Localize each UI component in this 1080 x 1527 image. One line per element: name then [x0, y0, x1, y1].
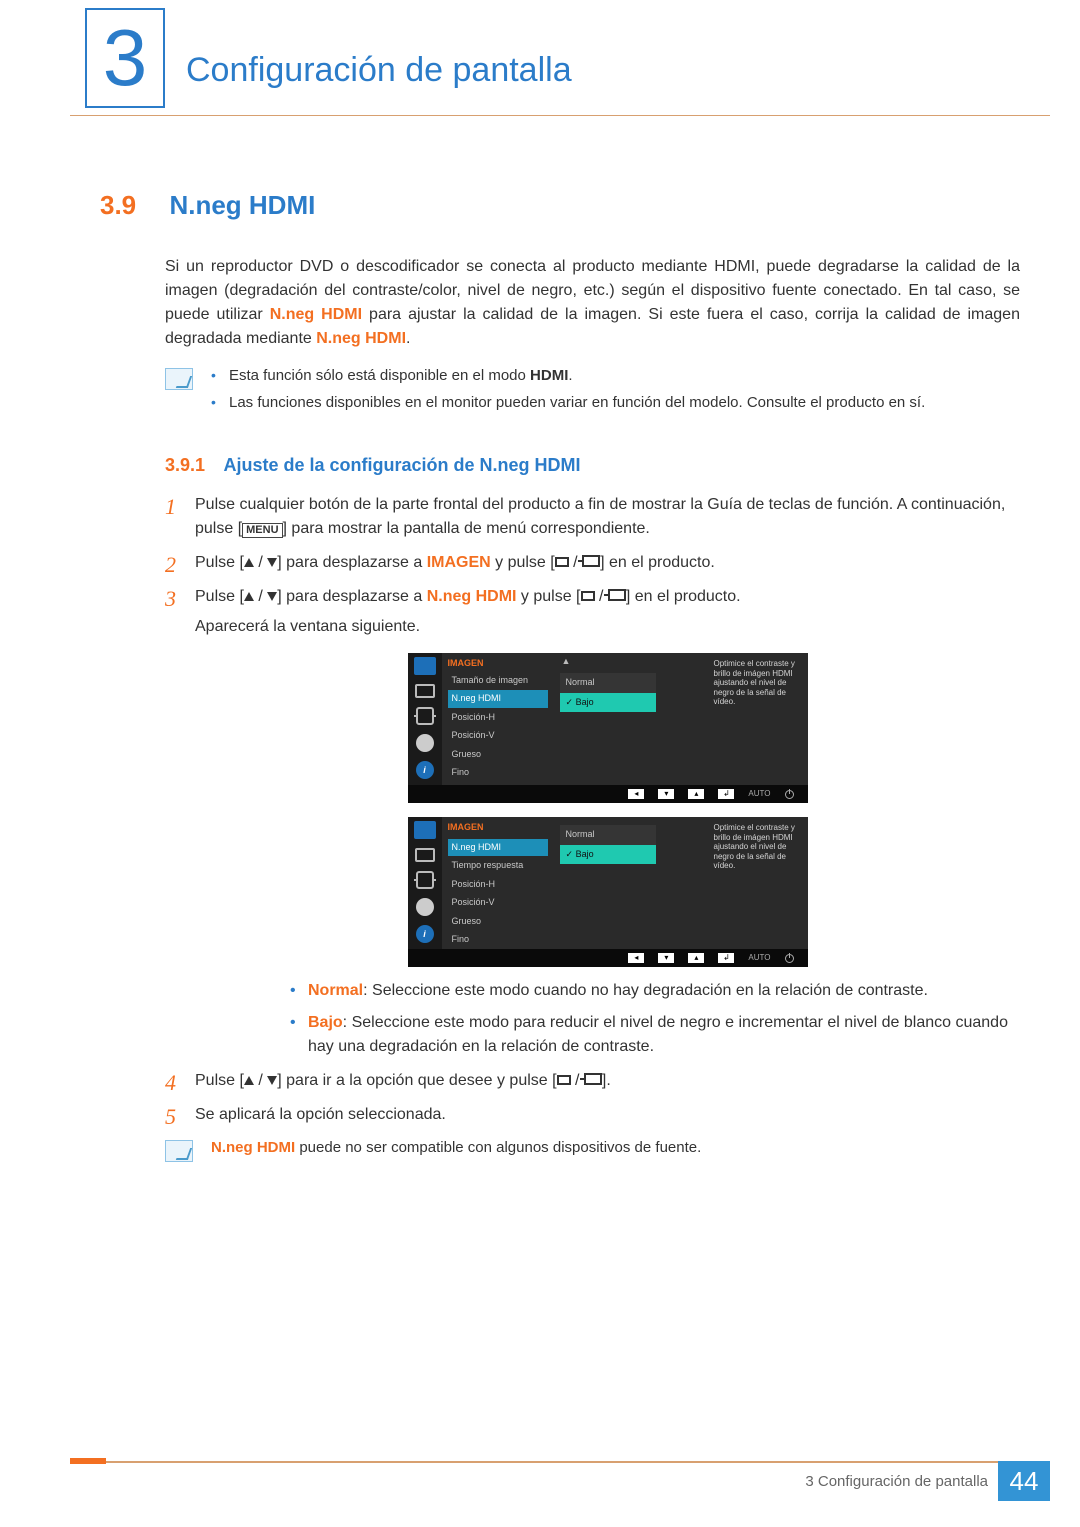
- section-number: 3.9: [100, 186, 165, 225]
- note-item: Las funciones disponibles en el monitor …: [211, 392, 925, 415]
- enter-icon: [582, 555, 600, 567]
- osd-screenshot-2: i IMAGEN N.neg HDMI Tiempo respuesta Pos…: [408, 817, 808, 967]
- step-3: Pulse [ / ] para desplazarse a N.neg HDM…: [165, 585, 1020, 1059]
- footer-chapter-ref: 3 Configuración de pantalla: [805, 1471, 988, 1494]
- list-icon: [415, 684, 435, 698]
- list-icon: [415, 848, 435, 862]
- menu-item-selected: N.neg HDMI: [448, 839, 548, 857]
- chapter-title: Configuración de pantalla: [186, 45, 572, 96]
- page-number: 44: [998, 1461, 1050, 1501]
- osd-hint: Optimice el contraste y brillo de imágen…: [708, 817, 808, 949]
- subsection-title: Ajuste de la configuración de N.neg HDMI: [224, 455, 581, 475]
- menu-item: Posición-H: [448, 709, 548, 727]
- menu-item: Posición-H: [448, 876, 548, 894]
- osd-sidebar: i: [408, 817, 442, 949]
- down-icon: [267, 1076, 277, 1085]
- note-icon: [165, 1140, 193, 1162]
- note-icon: [165, 368, 193, 390]
- up-icon: [244, 558, 254, 567]
- gear-icon: [416, 898, 434, 916]
- enter-icon: [608, 589, 626, 601]
- nav-enter-icon: ↲: [718, 953, 734, 963]
- header-rule: [70, 115, 1050, 116]
- step-4: Pulse [ / ] para ir a la opción que dese…: [165, 1069, 1020, 1093]
- info-icon: i: [416, 761, 434, 779]
- osd-menu: IMAGEN N.neg HDMI Tiempo respuesta Posic…: [442, 817, 708, 949]
- menu-item: Posición-V: [448, 727, 548, 745]
- select-icon: [555, 557, 569, 567]
- menu-item: Fino: [448, 764, 548, 782]
- up-icon: [244, 1076, 254, 1085]
- enter-icon: [584, 1073, 602, 1085]
- note-block-2: N.neg HDMI puede no ser compatible con a…: [165, 1137, 1020, 1162]
- arrows-icon: [416, 707, 434, 725]
- down-icon: [267, 558, 277, 567]
- nav-left-icon: ◂: [628, 789, 644, 799]
- steps-list: Pulse cualquier botón de la parte fronta…: [165, 493, 1020, 1127]
- note-block-1: Esta función sólo está disponible en el …: [165, 365, 1020, 418]
- page-footer: 3 Configuración de pantalla 44: [70, 1461, 1050, 1501]
- intro-paragraph: Si un reproductor DVD o descodificador s…: [165, 255, 1020, 351]
- option-normal: Normal: [560, 673, 656, 693]
- subsection-heading: 3.9.1 Ajuste de la configuración de N.ne…: [100, 452, 1020, 479]
- menu-item: Grueso: [448, 746, 548, 764]
- note-item: Esta función sólo está disponible en el …: [211, 365, 925, 388]
- nav-down-icon: ▾: [658, 789, 674, 799]
- menu-key: MENU: [242, 523, 282, 538]
- power-icon: [785, 954, 794, 963]
- arrows-icon: [416, 871, 434, 889]
- nav-left-icon: ◂: [628, 953, 644, 963]
- osd-nav: ◂ ▾ ▴ ↲ AUTO: [408, 949, 808, 967]
- nav-auto: AUTO: [748, 788, 770, 800]
- option-normal: Normal: [560, 825, 656, 845]
- osd-sidebar: i: [408, 653, 442, 785]
- step-2: Pulse [ / ] para desplazarse a IMAGEN y …: [165, 551, 1020, 575]
- menu-item-selected: N.neg HDMI: [448, 690, 548, 708]
- mode-descriptions: Normal: Seleccione este modo cuando no h…: [290, 979, 1020, 1059]
- down-icon: [267, 592, 277, 601]
- power-icon: [785, 790, 794, 799]
- step-1: Pulse cualquier botón de la parte fronta…: [165, 493, 1020, 541]
- chapter-number-badge: 3: [85, 8, 165, 108]
- nav-up-icon: ▴: [688, 953, 704, 963]
- monitor-icon: [414, 821, 436, 839]
- mode-normal: Normal: Seleccione este modo cuando no h…: [290, 979, 1020, 1003]
- menu-item: Grueso: [448, 913, 548, 931]
- page-content: 3.9 N.neg HDMI Si un reproductor DVD o d…: [100, 186, 1020, 1162]
- nav-down-icon: ▾: [658, 953, 674, 963]
- monitor-icon: [414, 657, 436, 675]
- osd-hint: Optimice el contraste y brillo de imágen…: [708, 653, 808, 785]
- option-panel: Normal ✓ Bajo: [560, 825, 656, 864]
- gear-icon: [416, 734, 434, 752]
- menu-item: Fino: [448, 931, 548, 949]
- option-bajo-selected: ✓ Bajo: [560, 693, 656, 713]
- osd-nav: ◂ ▾ ▴ ↲ AUTO: [408, 785, 808, 803]
- select-icon: [557, 1075, 571, 1085]
- nav-up-icon: ▴: [688, 789, 704, 799]
- footer-accent-bar: [70, 1458, 106, 1464]
- osd-menu: IMAGEN ▲ Tamaño de imagen N.neg HDMI Pos…: [442, 653, 708, 785]
- mode-bajo: Bajo: Seleccione este modo para reducir …: [290, 1011, 1020, 1059]
- section-title: N.neg HDMI: [169, 190, 315, 220]
- menu-item: Posición-V: [448, 894, 548, 912]
- osd-screenshot-1: i IMAGEN ▲ Tamaño de imagen N.neg HDMI P…: [408, 653, 808, 803]
- up-icon: [244, 592, 254, 601]
- nav-enter-icon: ↲: [718, 789, 734, 799]
- menu-item: Tiempo respuesta: [448, 857, 548, 875]
- step-5: Se aplicará la opción seleccionada.: [165, 1103, 1020, 1127]
- nav-auto: AUTO: [748, 952, 770, 964]
- menu-item: Tamaño de imagen: [448, 672, 548, 690]
- section-heading: 3.9 N.neg HDMI: [100, 186, 1020, 225]
- option-bajo-selected: ✓ Bajo: [560, 845, 656, 865]
- info-icon: i: [416, 925, 434, 943]
- subsection-number: 3.9.1: [165, 455, 205, 475]
- option-panel: Normal ✓ Bajo: [560, 673, 656, 712]
- select-icon: [581, 591, 595, 601]
